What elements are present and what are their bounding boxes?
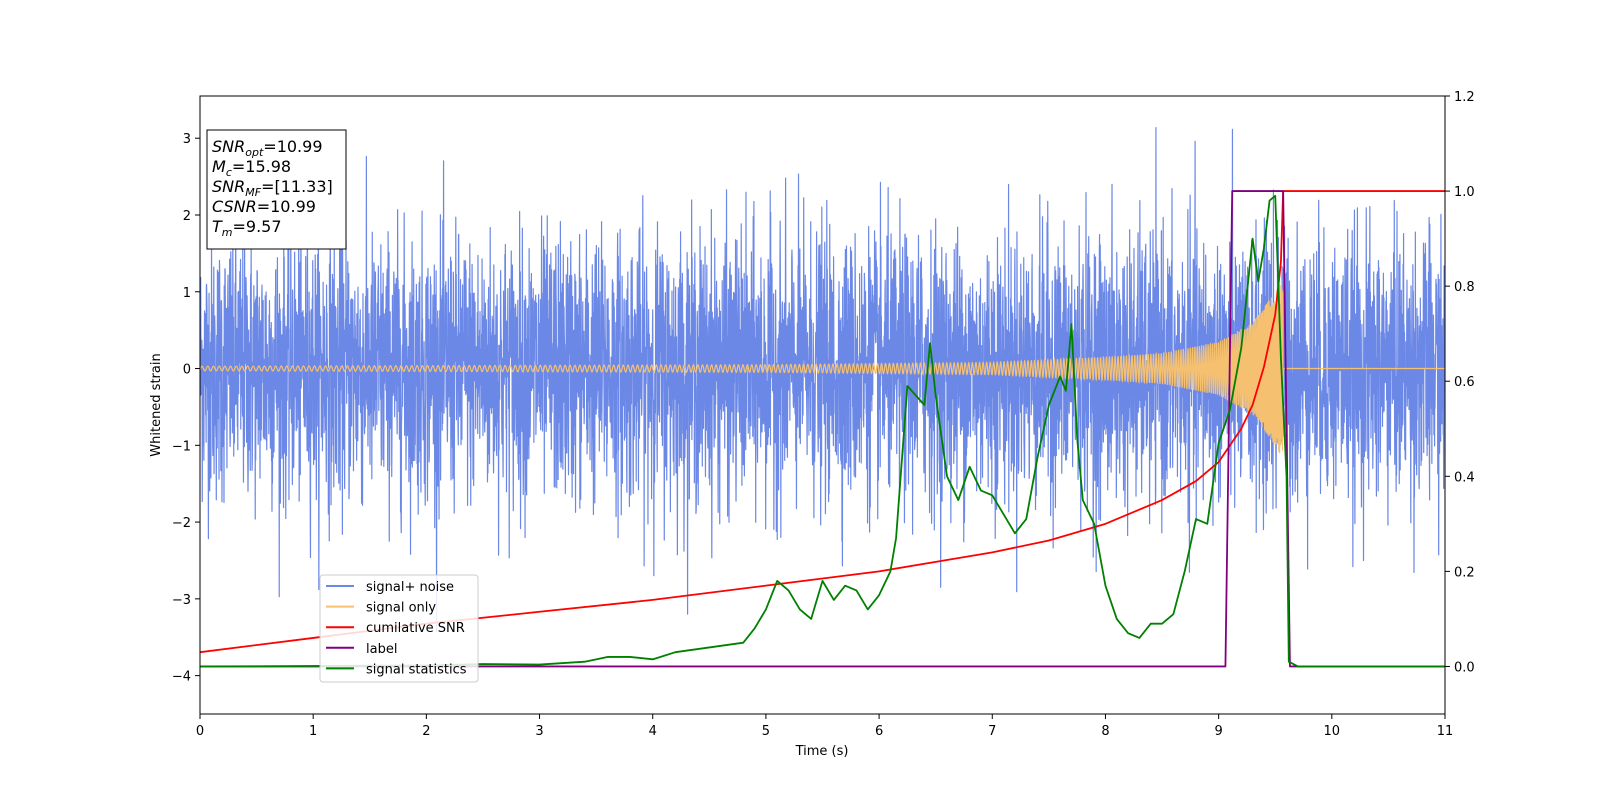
legend-entry: label [366,642,397,657]
y2-tick-label: 1.2 [1454,90,1475,105]
noise-series [200,126,1445,633]
y-tick-label: −4 [172,670,191,685]
y-tick-label: 3 [183,132,191,147]
y2-tick-label: 0.0 [1454,660,1475,675]
x-tick-label: 7 [988,724,996,739]
legend-frame [319,574,479,683]
x-tick-label: 9 [1214,724,1222,739]
y-tick-label: 2 [183,209,191,224]
plot-frame [199,95,1446,715]
legend-entry: signal+ noise [366,580,454,595]
annotation-line: CSNR=10.99 [212,197,316,216]
y2-tick-label: 1.0 [1454,185,1475,200]
x-tick-label: 3 [535,724,543,739]
y2-tick-label: 0.8 [1454,280,1475,295]
annotation-line: SNRopt=10.99 [212,137,323,159]
y-tick-label: −2 [172,516,191,531]
y-tick-label: 0 [183,363,191,378]
x-tick-label: 10 [1324,724,1341,739]
signal-line [200,279,1445,454]
legend: signal+ noise signal only cumilative SNR la… [319,574,479,683]
legend-entry: cumilative SNR [366,621,465,636]
y-axis-label: Whitened strain [149,353,164,456]
y-tick-label: −3 [172,593,191,608]
x-axis: 0 1 2 3 4 5 6 7 8 9 10 11 [196,714,1453,739]
csnr-line [200,190,1445,654]
x-tick-label: 6 [875,724,883,739]
noise-line [200,126,1445,633]
signal-series [200,279,1445,454]
x-tick-label: 5 [762,724,770,739]
x-tick-label: 1 [309,724,317,739]
x-tick-label: 11 [1437,724,1454,739]
y-tick-label: −1 [172,439,191,454]
x-axis-label: Time (s) [795,744,849,759]
annotation-line: SNRMF=[11.33] [212,177,333,199]
x-tick-label: 0 [196,724,204,739]
x-tick-label: 2 [422,724,430,739]
y-axis-right: 0.0 0.2 0.4 0.6 0.8 1.0 1.2 [1445,90,1475,675]
legend-entry: signal statistics [366,662,467,677]
annotation-box: SNRopt=10.99Mc=15.98SNRMF=[11.33]CSNR=10… [206,129,347,250]
annotation-line: Mc=15.98 [212,157,291,179]
y2-tick-label: 0.6 [1454,375,1475,390]
stats-line [200,194,1445,668]
right-axis-series [200,190,1445,668]
annotation-line: Tm=9.57 [212,217,282,239]
y-axis-left: −4 −3 −2 −1 0 1 2 3 [172,132,200,685]
legend-entry: signal only [366,601,436,616]
y2-tick-label: 0.4 [1454,470,1475,485]
x-tick-label: 8 [1101,724,1109,739]
y2-tick-label: 0.2 [1454,565,1475,580]
x-tick-label: 4 [649,724,657,739]
annotation-frame [206,129,347,250]
y-tick-label: 1 [183,286,191,301]
